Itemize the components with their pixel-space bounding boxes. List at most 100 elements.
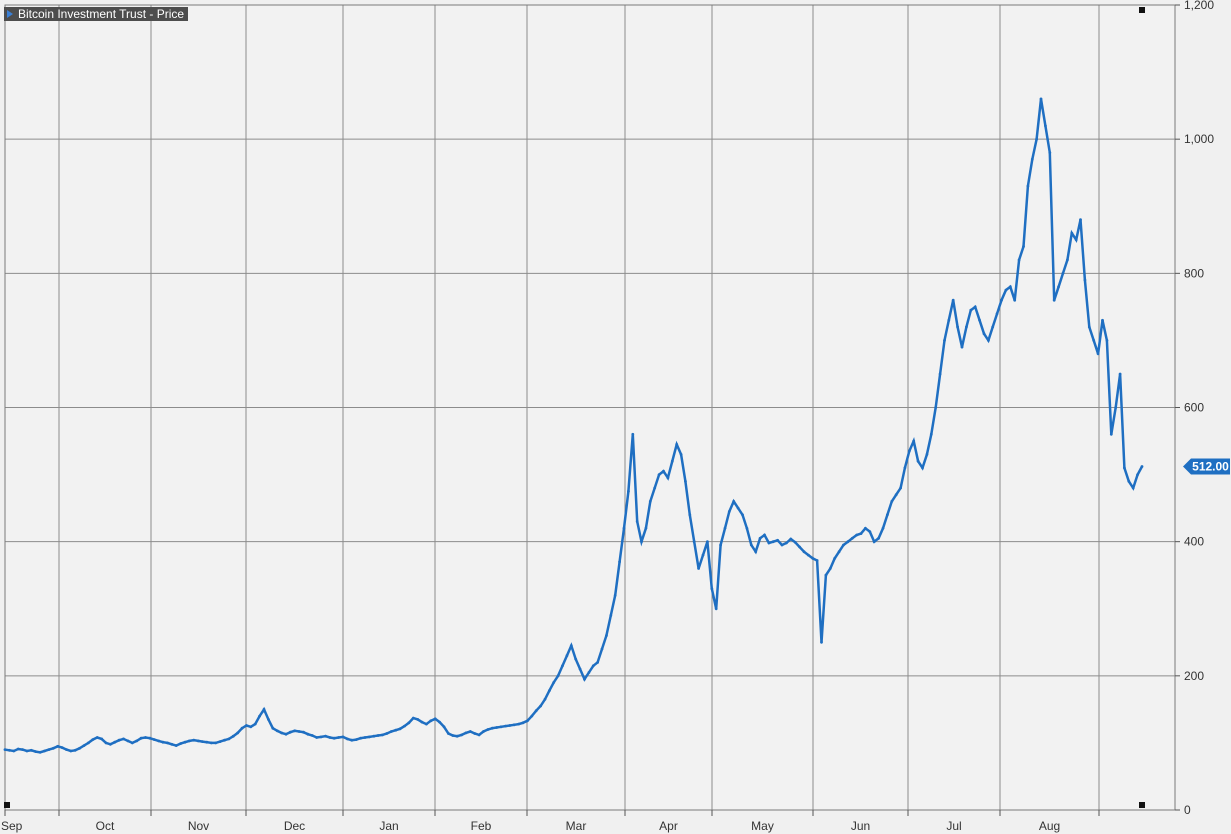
price-point xyxy=(416,718,420,721)
price-point xyxy=(231,734,235,738)
price-point xyxy=(499,725,503,729)
price-point xyxy=(886,513,889,517)
price-point xyxy=(653,486,657,490)
series-legend[interactable]: Bitcoin Investment Trust - Price xyxy=(4,7,189,21)
price-point xyxy=(785,541,788,545)
y-tick-label: 800 xyxy=(1184,266,1204,280)
price-point xyxy=(820,640,823,644)
price-point xyxy=(1096,352,1100,356)
price-point xyxy=(591,664,595,668)
price-point xyxy=(613,593,617,597)
price-point xyxy=(802,550,806,554)
x-axis: Sep Oct Nov Dec Jan Feb Mar Apr May Jun Jul Aug xyxy=(1,810,1100,833)
price-point xyxy=(363,736,367,739)
price-point xyxy=(925,453,929,456)
price-point xyxy=(780,543,784,547)
price-point xyxy=(95,736,99,739)
price-point xyxy=(7,748,11,752)
price-point xyxy=(943,339,946,342)
price-point xyxy=(174,744,178,747)
price-point xyxy=(1123,466,1126,470)
price-point xyxy=(648,500,652,503)
price-point xyxy=(1026,184,1030,188)
price-point xyxy=(1004,288,1008,292)
y-axis: 0 200 400 600 800 1,000 1,200 xyxy=(1175,0,1214,817)
price-point xyxy=(87,741,90,745)
price-point xyxy=(21,748,24,751)
price-point xyxy=(354,738,358,741)
price-point xyxy=(978,318,981,322)
x-tick-label: Mar xyxy=(566,819,587,833)
price-point xyxy=(552,681,556,684)
price-point xyxy=(1083,278,1087,282)
price-point xyxy=(1114,406,1118,409)
price-point xyxy=(477,733,481,737)
price-point xyxy=(767,541,771,545)
price-point xyxy=(1017,258,1021,262)
price-point xyxy=(697,567,700,570)
price-point xyxy=(1030,157,1034,161)
x-tick-label: Dec xyxy=(284,819,305,833)
price-point xyxy=(727,510,731,513)
price-point xyxy=(798,545,801,549)
price-point xyxy=(675,443,679,446)
price-point xyxy=(130,741,134,745)
price-point xyxy=(43,749,46,753)
price-point xyxy=(433,717,437,721)
price-point xyxy=(346,737,349,741)
price-point xyxy=(389,730,393,733)
price-point xyxy=(47,748,51,751)
price-point xyxy=(144,736,147,739)
price-point xyxy=(253,722,257,726)
price-point xyxy=(302,730,305,734)
price-point xyxy=(670,459,674,463)
corner-marker-bottom-left xyxy=(4,802,10,808)
price-point xyxy=(1008,285,1012,289)
y-tick-label: 200 xyxy=(1184,669,1204,683)
price-point xyxy=(583,677,586,681)
price-point xyxy=(745,526,749,530)
price-point xyxy=(411,716,415,720)
price-point xyxy=(951,298,955,302)
price-point xyxy=(846,540,850,544)
price-point xyxy=(407,721,411,725)
price-point xyxy=(337,736,340,739)
price-point xyxy=(442,725,446,729)
price-point xyxy=(1048,151,1052,155)
price-point xyxy=(464,731,468,735)
price-point xyxy=(556,674,560,678)
price-point xyxy=(543,697,547,701)
price-point xyxy=(512,723,516,727)
price-point xyxy=(1092,339,1096,342)
price-point xyxy=(65,748,68,751)
price-point xyxy=(679,453,683,456)
price-point xyxy=(183,740,187,744)
price-point xyxy=(324,734,327,738)
price-point xyxy=(815,559,819,562)
price-point xyxy=(271,726,275,730)
price-point xyxy=(890,500,894,503)
price-point xyxy=(758,536,762,540)
price-point xyxy=(350,738,354,742)
price-point xyxy=(938,372,942,376)
price-point xyxy=(205,740,209,744)
price-point xyxy=(706,540,709,544)
play-arrow-icon xyxy=(7,10,13,18)
price-series xyxy=(3,97,1144,754)
price-point xyxy=(899,486,902,490)
price-point xyxy=(236,731,240,735)
price-point xyxy=(1109,432,1113,436)
price-point xyxy=(521,721,525,725)
price-point xyxy=(227,737,231,741)
price-point xyxy=(811,557,815,560)
last-value-badge xyxy=(1183,458,1230,475)
price-point xyxy=(530,714,534,718)
price-point xyxy=(605,634,608,637)
price-point xyxy=(855,533,859,537)
price-point xyxy=(850,536,854,540)
price-point xyxy=(793,540,797,544)
price-point xyxy=(539,704,542,708)
price-point xyxy=(956,325,959,329)
price-point xyxy=(3,748,7,751)
price-point xyxy=(907,449,911,453)
